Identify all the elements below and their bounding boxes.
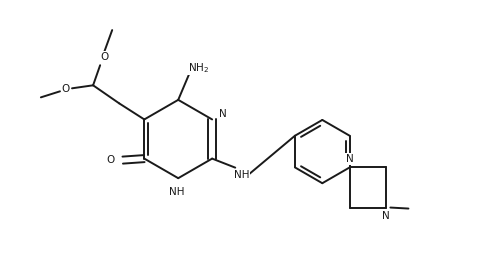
Text: O: O: [62, 84, 69, 94]
Text: NH$_2$: NH$_2$: [188, 61, 209, 75]
Text: NH: NH: [169, 187, 185, 197]
Text: N: N: [346, 154, 354, 164]
Text: N: N: [382, 211, 390, 221]
Text: N: N: [219, 109, 227, 120]
Text: O: O: [107, 155, 115, 165]
Text: NH: NH: [234, 170, 249, 180]
Text: O: O: [100, 52, 108, 62]
